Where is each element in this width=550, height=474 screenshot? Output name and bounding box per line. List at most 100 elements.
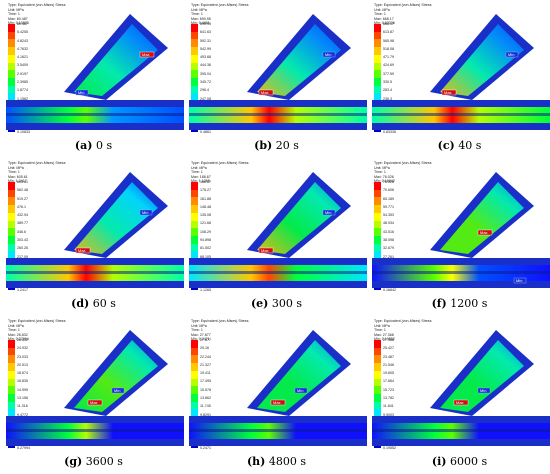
legend-tick-label: 27.368 [383, 338, 394, 342]
legend-swatch [191, 205, 198, 213]
legend-tick-label: 20.513 [17, 362, 28, 367]
legend-swatch [374, 54, 381, 63]
legend-swatch [8, 340, 15, 348]
max-marker-label: Max [444, 90, 452, 95]
legend-tick-label: 22.244 [200, 354, 211, 359]
header-line: Time: 1 [374, 170, 386, 175]
legend-tick-label: 11.745 [200, 404, 211, 409]
pipe-contour-plot: Max Min [372, 14, 550, 130]
min-marker-label: Min [78, 90, 84, 95]
legend-swatch [374, 370, 381, 379]
panel-caption: (c) 40 s [368, 139, 550, 152]
branch-pipe-field [74, 340, 158, 412]
legend-tick-label: 0.16842 [383, 287, 396, 292]
max-marker [270, 399, 286, 406]
panel-time: 1200 s [450, 297, 488, 310]
legend-swatch [8, 54, 15, 63]
legend-tick-label: 690.95 [200, 22, 211, 26]
legend-swatch [191, 401, 198, 410]
panel-time: 4800 s [268, 455, 307, 468]
header-line: Unit: MPa [191, 165, 207, 170]
legend-tick-label: 23.033 [17, 354, 28, 359]
legend-tick-label: 70.606 [383, 188, 394, 193]
branch-pipe-field [440, 182, 524, 254]
panel-time: 40 s [458, 139, 482, 152]
max-marker-label: Max [456, 400, 464, 405]
legend-tick-label: 518.08 [383, 46, 394, 51]
legend-swatch [8, 93, 15, 102]
legend-swatch [191, 39, 198, 48]
legend-tick-label: 11.841 [383, 404, 394, 409]
legend-swatch [191, 347, 198, 356]
header-line: Unit: MPa [8, 323, 24, 328]
legend-tick-label: 346.6 [17, 229, 26, 234]
branch-pipe-field [257, 340, 341, 412]
legend-swatch [8, 182, 15, 190]
header-line: Unit: MPa [374, 323, 390, 328]
pipe-bore-line [6, 113, 184, 116]
header-line: Unit: MPa [8, 165, 24, 170]
max-marker [87, 399, 103, 406]
pipe-contour-plot: Max Min [189, 330, 367, 446]
legend-swatch [191, 340, 198, 348]
panel-tag: (b) [254, 139, 273, 152]
legend-tick-label: 605.61 [17, 180, 28, 184]
panel-caption: (i) 6000 s [368, 455, 550, 468]
legend-swatch [191, 243, 198, 252]
legend-swatch [191, 251, 198, 260]
legend-tick-label: 18.674 [17, 371, 28, 376]
legend-swatch [8, 85, 15, 94]
legend-tick-label: 13.662 [200, 396, 211, 401]
legend-tick-label: 108.29 [200, 229, 211, 234]
legend-tick-label: 1.1562 [17, 96, 28, 101]
legend-swatch [8, 78, 15, 86]
header-line: Type: Equivalent (von-Mises) Stress [191, 319, 249, 323]
max-marker [453, 399, 469, 406]
header-line: Type: Equivalent (von-Mises) Stress [8, 3, 66, 7]
header-line: Time: 1 [8, 328, 20, 333]
legend-swatch [374, 197, 381, 206]
legend-tick-label: 562.48 [17, 188, 28, 193]
min-marker [294, 387, 308, 394]
panel-h: Type: Equivalent (von-Mises) Stress Unit:… [185, 316, 368, 474]
legend-swatch [374, 355, 381, 364]
legend-tick-label: 432.94 [17, 213, 28, 218]
legend-tick-label: 161.88 [200, 196, 211, 201]
header-line: Max: 60.487 [8, 16, 28, 21]
branch-pipe-field [440, 24, 524, 96]
pipe-bore-line [372, 271, 550, 274]
branch-pipe-field [440, 340, 524, 412]
legend-tick-label: 0.27994 [17, 445, 30, 450]
legend-swatch [8, 347, 15, 356]
panel-g: Type: Equivalent (von-Mises) Stress Unit:… [2, 316, 185, 474]
legend-tick-label: 16.835 [17, 379, 28, 384]
legend-swatch [374, 243, 381, 252]
legend-tick-label: 25.427 [383, 346, 394, 351]
legend-swatch [374, 78, 381, 86]
legend-swatch [8, 47, 15, 55]
result-header: Type: Equivalent (von-Mises) Stress Unit:… [191, 161, 249, 184]
pipe-contour-plot: Max Min [189, 14, 367, 130]
header-line: Time: 1 [374, 12, 386, 17]
legend-swatch [374, 394, 381, 402]
pipe-bore-line [372, 429, 550, 432]
header-line: Max: 26.832 [8, 332, 28, 337]
min-marker-label: Min [325, 210, 331, 215]
legend-swatch [374, 401, 381, 410]
max-marker [258, 89, 274, 96]
legend-tick-label: 59.771 [383, 204, 394, 209]
legend-tick-label: 519.27 [17, 196, 28, 201]
legend-tick-label: 476.1 [17, 204, 26, 209]
legend-swatch [191, 93, 198, 102]
legend-swatch [8, 394, 15, 402]
legend-swatch [374, 251, 381, 260]
legend-tick-label: 377.59 [383, 71, 394, 76]
header-line: Min: 0.2471 [191, 337, 210, 342]
panel-i: Type: Equivalent (von-Mises) Stress Unit:… [368, 316, 550, 474]
header-line: Min: 0.10833 [8, 21, 29, 26]
legend-tick-label: 43.516 [383, 229, 394, 234]
legend-swatch [191, 212, 198, 221]
legend-tick-label: 1.1265 [200, 287, 211, 292]
legend-tick-label: 0.4861 [200, 129, 211, 134]
legend-tick-label: 424.69 [383, 63, 394, 68]
